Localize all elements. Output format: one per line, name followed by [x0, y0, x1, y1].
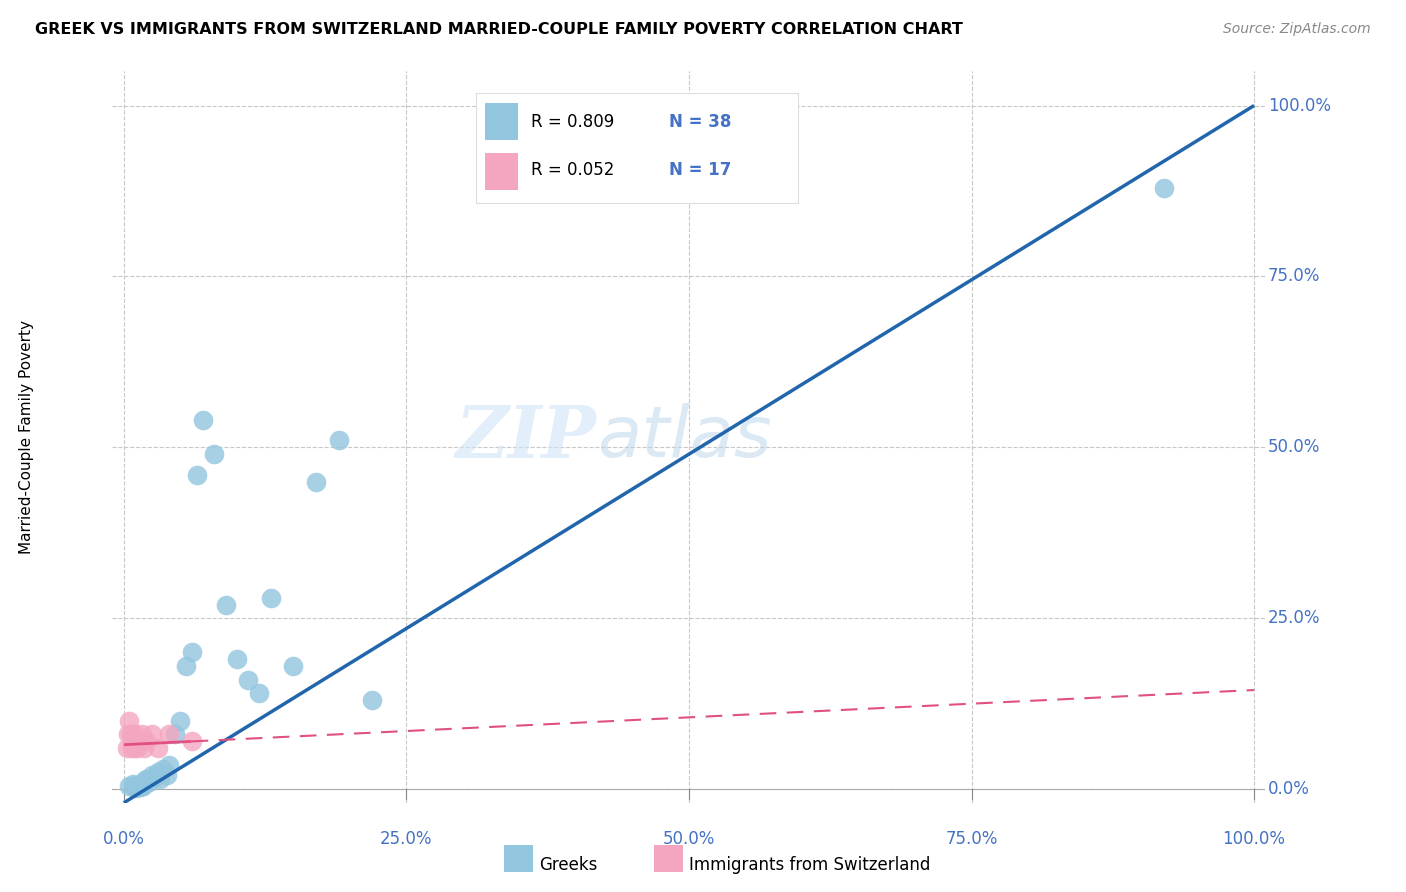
Text: 25.0%: 25.0%	[1268, 609, 1320, 627]
Point	[121, 727, 143, 741]
Text: atlas: atlas	[596, 402, 772, 472]
Text: 75.0%: 75.0%	[1268, 268, 1320, 285]
Point	[131, 779, 153, 793]
Point	[361, 693, 384, 707]
Text: 25.0%: 25.0%	[380, 830, 433, 848]
Point	[180, 734, 202, 748]
Point	[124, 727, 146, 741]
Text: GREEK VS IMMIGRANTS FROM SWITZERLAND MARRIED-COUPLE FAMILY POVERTY CORRELATION C: GREEK VS IMMIGRANTS FROM SWITZERLAND MAR…	[35, 22, 963, 37]
Point	[131, 727, 153, 741]
Text: 0.0%: 0.0%	[1268, 780, 1309, 798]
Text: 75.0%: 75.0%	[945, 830, 998, 848]
Point	[236, 673, 259, 687]
Point	[125, 780, 148, 795]
Point	[118, 779, 141, 793]
Point	[1153, 180, 1175, 194]
Point	[127, 778, 149, 792]
Text: 0.0%: 0.0%	[103, 830, 145, 848]
Point	[134, 773, 156, 788]
Point	[115, 741, 138, 756]
Point	[225, 652, 247, 666]
Point	[121, 741, 143, 756]
Point	[128, 734, 150, 748]
Point	[127, 741, 149, 756]
Point	[260, 591, 283, 605]
Bar	[505, 845, 533, 872]
Point	[141, 768, 163, 782]
Point	[138, 775, 160, 789]
Text: 100.0%: 100.0%	[1223, 830, 1285, 848]
Point	[328, 434, 350, 448]
Point	[146, 741, 169, 756]
Point	[135, 772, 157, 786]
Point	[121, 777, 143, 791]
Point	[157, 758, 180, 772]
Point	[124, 779, 146, 793]
Text: 50.0%: 50.0%	[662, 830, 716, 848]
Point	[191, 413, 214, 427]
Point	[214, 598, 236, 612]
Point	[120, 727, 142, 741]
Point	[180, 645, 202, 659]
Text: 100.0%: 100.0%	[1268, 96, 1330, 114]
Point	[174, 659, 197, 673]
Point	[129, 777, 152, 791]
Point	[163, 727, 186, 741]
Point	[134, 741, 156, 756]
Point	[149, 772, 172, 786]
Point	[118, 714, 141, 728]
Point	[305, 475, 328, 489]
Point	[156, 768, 179, 782]
Point	[132, 780, 155, 794]
Point	[135, 734, 157, 748]
Point	[145, 770, 167, 784]
Point	[186, 467, 208, 482]
Point	[127, 780, 149, 794]
Point	[122, 741, 145, 756]
Point	[141, 727, 163, 741]
Text: 50.0%: 50.0%	[1268, 438, 1320, 457]
Point	[117, 727, 139, 741]
Point	[169, 714, 191, 728]
Point	[202, 447, 225, 461]
Point	[128, 780, 150, 794]
Text: Greeks: Greeks	[538, 856, 598, 874]
Point	[283, 659, 305, 673]
Text: ZIP: ZIP	[456, 401, 596, 473]
Point	[146, 765, 169, 780]
Text: Source: ZipAtlas.com: Source: ZipAtlas.com	[1223, 22, 1371, 37]
Bar	[654, 845, 683, 872]
Point	[152, 762, 174, 776]
Text: Married-Couple Family Poverty: Married-Couple Family Poverty	[18, 320, 34, 554]
Point	[249, 686, 271, 700]
Text: Immigrants from Switzerland: Immigrants from Switzerland	[689, 856, 931, 874]
Point	[122, 780, 145, 794]
Point	[157, 727, 180, 741]
